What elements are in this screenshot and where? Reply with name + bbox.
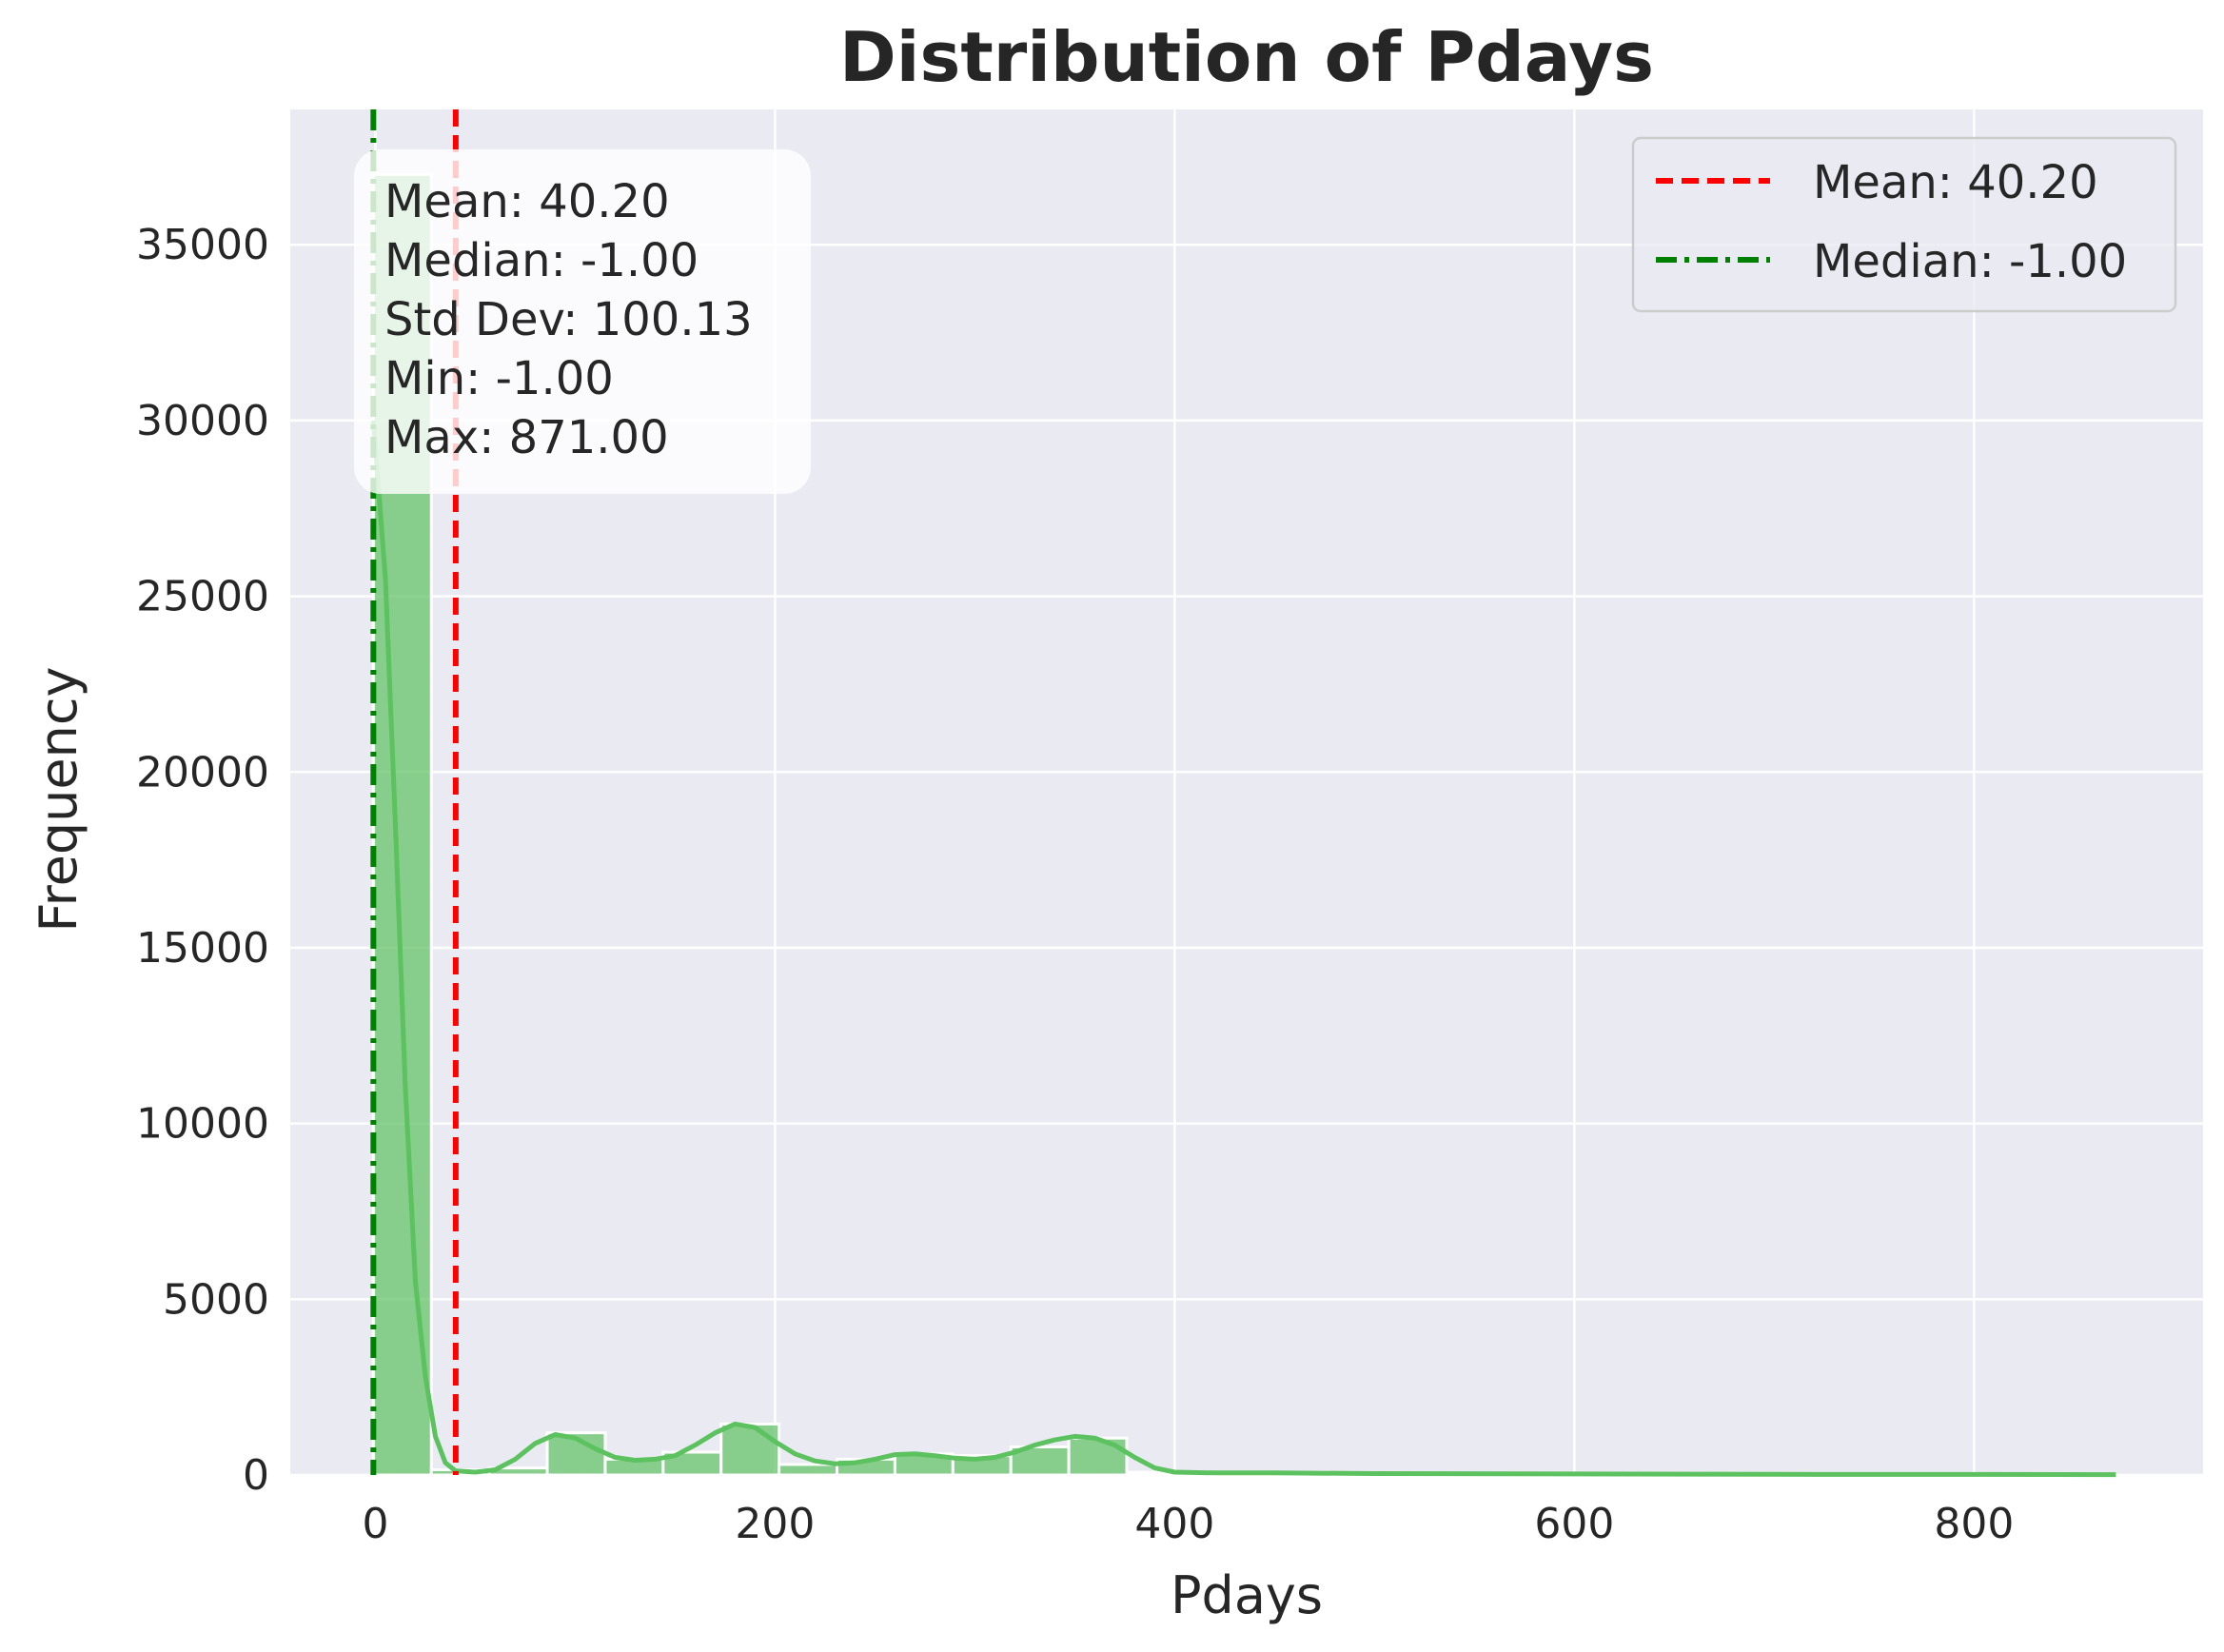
x-tick-label: 400 (1134, 1500, 1214, 1548)
x-tick-labels: 0 200 400 600 800 (362, 1500, 2014, 1548)
x-axis-label: Pdays (1171, 1565, 1323, 1625)
y-tick-label: 15000 (136, 924, 269, 973)
histogram-bar-6 (719, 1422, 781, 1477)
histogram-bar-7 (777, 1463, 839, 1477)
histogram-bar-12 (1067, 1436, 1129, 1477)
x-tick-label: 800 (1934, 1500, 2014, 1548)
y-tick-label: 5000 (163, 1275, 269, 1324)
y-tick-label: 30000 (136, 397, 269, 445)
y-tick-label: 10000 (136, 1100, 269, 1149)
x-tick-label: 0 (362, 1500, 388, 1548)
stats-mean: Mean: 40.20 (384, 175, 670, 228)
stats-std-dev: Std Dev: 100.13 (384, 293, 753, 346)
y-tick-label: 20000 (136, 748, 269, 796)
y-axis-label: Frequency (29, 667, 89, 933)
legend: Mean: 40.20 Median: -1.00 (1631, 136, 2177, 313)
chart-title: Distribution of Pdays (839, 17, 1654, 97)
x-tick-label: 600 (1534, 1500, 1614, 1548)
stats-median: Median: -1.00 (384, 234, 699, 287)
stats-box: Mean: 40.20 Median: -1.00 Std Dev: 100.1… (354, 149, 811, 494)
legend-median-label: Median: -1.00 (1813, 235, 2127, 288)
stats-box-background (354, 149, 811, 494)
kde-curve (370, 420, 2116, 1478)
stats-min: Min: -1.00 (384, 352, 614, 405)
y-tick-label: 25000 (136, 573, 269, 621)
y-tick-label: 35000 (136, 221, 269, 269)
stats-max: Max: 871.00 (384, 411, 669, 464)
x-tick-label: 200 (735, 1500, 815, 1548)
y-tick-label: 0 (243, 1451, 269, 1500)
reference-lines (370, 109, 459, 1475)
y-tick-labels: 0 5000 10000 15000 20000 25000 30000 35000 (136, 221, 269, 1500)
legend-mean-label: Mean: 40.20 (1813, 156, 2098, 209)
